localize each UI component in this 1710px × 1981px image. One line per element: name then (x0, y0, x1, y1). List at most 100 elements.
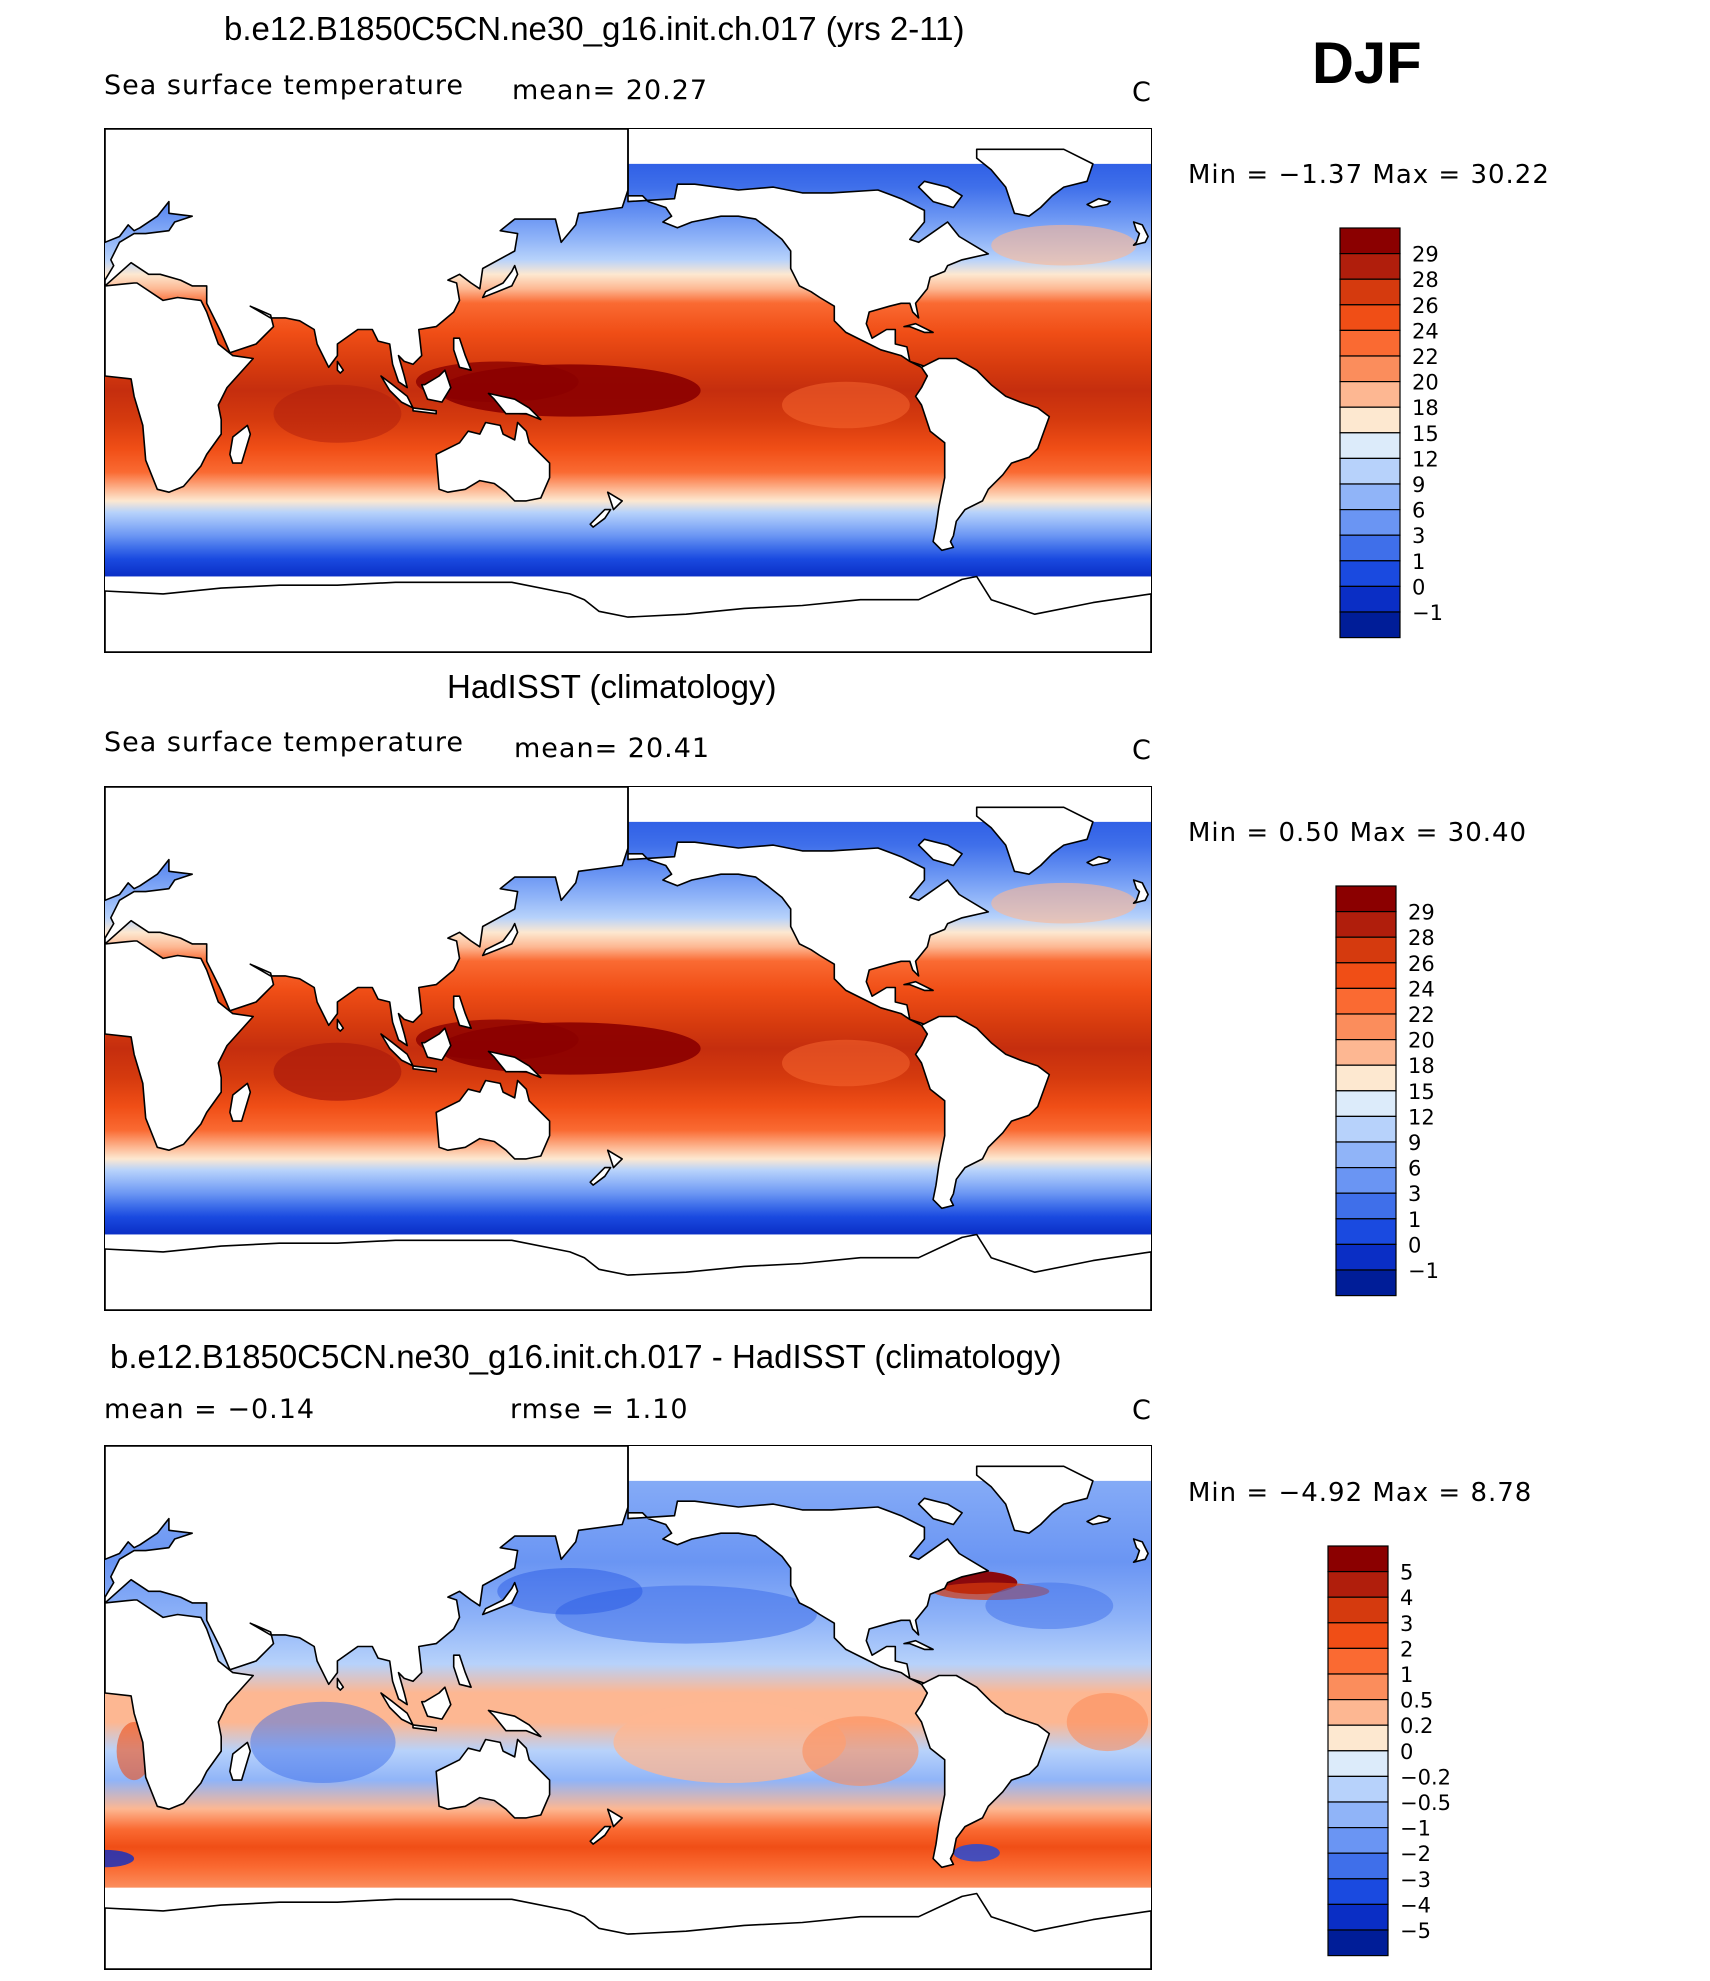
panel-1-units: C (1132, 77, 1152, 108)
field-anomaly (781, 1039, 910, 1087)
coastline (105, 575, 1151, 652)
coastline (420, 1027, 452, 1061)
colorbar-swatch (1339, 483, 1401, 511)
colorbar-swatch (1335, 1218, 1397, 1245)
colorbar-tick-label: 0 (1412, 575, 1425, 599)
colorbar-swatch (1327, 1878, 1389, 1905)
colorbar-swatch (1335, 987, 1397, 1015)
coastline (627, 787, 990, 1027)
colorbar-tick-label: 2 (1400, 1637, 1413, 1661)
field-anomaly (105, 1849, 135, 1868)
coastline (336, 1018, 345, 1032)
colorbar-swatch (1335, 936, 1397, 964)
colorbar-tick-label: 22 (1412, 345, 1439, 369)
season-label: DJF (1312, 31, 1422, 96)
coastline (1132, 1538, 1149, 1563)
colorbar-swatch (1327, 1571, 1389, 1598)
colorbar-tick-label: 18 (1408, 1054, 1435, 1078)
colorbar-swatch (1327, 1750, 1389, 1778)
coastline (412, 407, 438, 415)
coastline (606, 1808, 624, 1828)
colorbar-swatch (1327, 1622, 1389, 1650)
colorbar-tick-label: 6 (1408, 1157, 1421, 1181)
colorbar-tick-label: −0.2 (1400, 1765, 1451, 1789)
colorbar-swatch (1335, 1064, 1397, 1092)
coastline (105, 282, 254, 494)
coastline (914, 357, 1051, 552)
colorbar-swatch (1335, 885, 1397, 913)
colorbar-swatch (1327, 1929, 1389, 1957)
colorbar-tick-label: −5 (1400, 1919, 1431, 1943)
colorbar-tick-label: 6 (1412, 499, 1425, 523)
colorbar-tick-label: 28 (1408, 926, 1435, 950)
colorbar-swatch (1335, 1192, 1397, 1220)
colorbar-tick-label: 15 (1408, 1080, 1435, 1104)
colorbar-swatch (1339, 227, 1401, 255)
field-anomaly (497, 1568, 643, 1615)
colorbar-tick-label: 29 (1408, 901, 1435, 925)
coastline (105, 129, 629, 389)
panel-1-minmax: Min = −1.37 Max = 30.22 (1188, 160, 1550, 190)
colorbar-tick-label: 1 (1408, 1208, 1421, 1232)
panel-3-map (104, 1445, 1152, 1970)
colorbar-tick-label: 24 (1408, 977, 1435, 1001)
field-anomaly (415, 1019, 579, 1061)
panel-2-minmax: Min = 0.50 Max = 30.40 (1188, 818, 1528, 848)
colorbar-swatch (1335, 1039, 1397, 1066)
coastline (917, 1497, 963, 1526)
panel-2-map (104, 786, 1152, 1311)
coastline (627, 129, 990, 369)
field-anomaly (953, 1844, 1000, 1862)
colorbar-tick-label: −0.5 (1400, 1791, 1451, 1815)
colorbar-tick-label: 0 (1400, 1740, 1413, 1764)
colorbar-tick-label: 26 (1412, 294, 1439, 318)
coastline (589, 1166, 612, 1186)
colorbar-swatch (1335, 962, 1397, 990)
colorbar-swatch (1339, 381, 1401, 408)
colorbar-tick-label: 20 (1408, 1029, 1435, 1053)
field-anomaly (273, 1042, 402, 1101)
colorbar-swatch (1339, 585, 1401, 613)
coastline (606, 491, 624, 511)
field-anomaly (415, 361, 579, 403)
coastline (420, 1686, 452, 1720)
coastline (452, 1654, 472, 1688)
colorbar-swatch (1335, 1141, 1397, 1169)
colorbar-tick-label: 15 (1412, 422, 1439, 446)
coastline (105, 1233, 1151, 1310)
colorbar-swatch (1327, 1827, 1389, 1854)
field-anomaly (273, 384, 402, 443)
colorbar-tick-label: 9 (1412, 473, 1425, 497)
map-canvas (105, 129, 1151, 652)
colorbar-swatch (1335, 1115, 1397, 1143)
coastline (105, 787, 629, 1047)
coastline (589, 1825, 612, 1845)
colorbar-swatch (1339, 611, 1401, 639)
colorbar-swatch (1327, 1699, 1389, 1726)
colorbar-swatch (1327, 1596, 1389, 1624)
colorbar-swatch (1327, 1852, 1389, 1880)
panel-3-units: C (1132, 1395, 1152, 1426)
coastline (481, 1581, 519, 1616)
coastline (481, 264, 519, 299)
field-anomaly (781, 381, 910, 429)
coastline (975, 1465, 1094, 1534)
coastline (435, 421, 551, 502)
coastline (1086, 855, 1112, 867)
colorbar-tick-label: −1 (1412, 601, 1443, 625)
coastline (412, 1065, 438, 1073)
colorbar-tick-label: 20 (1412, 371, 1439, 395)
colorbar-swatch (1339, 560, 1401, 587)
colorbar-tick-label: −4 (1400, 1893, 1431, 1917)
coastline (481, 922, 519, 957)
colorbar-tick-label: 26 (1408, 952, 1435, 976)
coastline (917, 838, 963, 867)
colorbar-swatch (1327, 1647, 1389, 1675)
coastline (487, 1709, 542, 1738)
colorbar-swatch (1335, 1090, 1397, 1118)
coastline (435, 1738, 551, 1819)
coastline (487, 1050, 542, 1079)
colorbar-swatch (1339, 304, 1401, 332)
coastline (903, 322, 934, 334)
